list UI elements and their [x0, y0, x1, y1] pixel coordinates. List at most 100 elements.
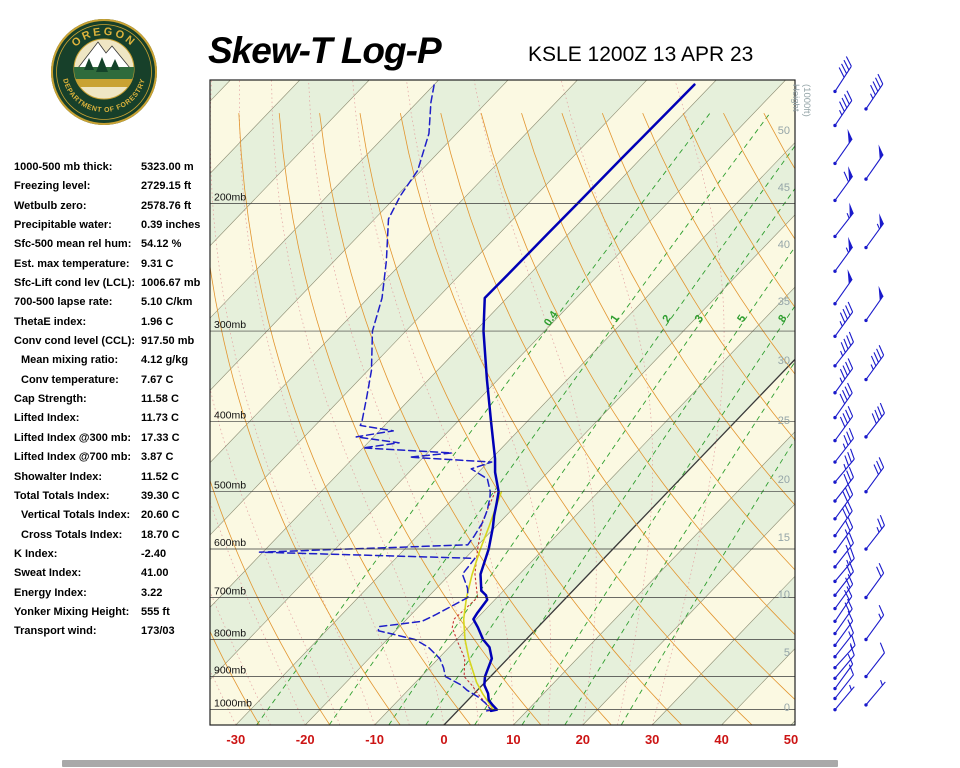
- index-value: 2578.76 ft: [141, 199, 192, 212]
- index-label: Conv temperature:: [21, 373, 119, 386]
- logo-scene: [74, 41, 134, 87]
- pressure-label: 500mb: [214, 480, 246, 492]
- plot-area: 0.4 1 2 3 5 8: [210, 80, 795, 725]
- odf-logo: OREGON DEPARTMENT OF FORESTRY: [51, 19, 157, 125]
- index-label: Sfc-Lift cond lev (LCL):: [14, 277, 135, 290]
- index-label: Sfc-500 mean rel hum:: [14, 238, 132, 251]
- temp-tick-label: 30: [645, 732, 659, 747]
- pressure-label: 800mb: [214, 627, 246, 639]
- height-tick-label: 15: [778, 532, 790, 544]
- wind-barb: [833, 484, 854, 521]
- index-label: Conv cond level (CCL):: [14, 335, 136, 348]
- wind-barb: [833, 610, 854, 648]
- index-label: Cap Strength:: [14, 393, 87, 406]
- index-value: 1006.67 mb: [141, 277, 201, 290]
- pressure-lines: 200mb 300mb 400mb 500mb 600mb 700mb 800mb 900mb…: [210, 192, 795, 711]
- pressure-label: 700mb: [214, 586, 246, 598]
- height-tick-label: 40: [778, 239, 790, 251]
- temp-tick-label: 20: [576, 732, 590, 747]
- wind-barb: [864, 514, 885, 551]
- parcel-trace: [462, 490, 503, 711]
- wind-barb: [833, 664, 854, 701]
- temp-tick-label: 0: [440, 732, 447, 747]
- wind-barb: [833, 466, 854, 503]
- height-axis-title-units: (1000ft): [801, 84, 812, 117]
- height-tick-label: 0: [784, 702, 790, 714]
- mixing-ratio-label: 2: [660, 313, 673, 325]
- index-value: 17.33 C: [141, 431, 180, 444]
- index-label: Energy Index:: [14, 586, 87, 599]
- wind-barb: [833, 684, 855, 712]
- height-tick-label: 20: [778, 474, 790, 486]
- horizontal-scrollbar[interactable]: [62, 760, 838, 767]
- wind-barb: [833, 586, 853, 623]
- wind-barb: [864, 679, 886, 707]
- index-value: 39.30 C: [141, 489, 180, 502]
- mixing-ratio-label: 3: [693, 313, 706, 325]
- index-value: 11.58 C: [141, 393, 179, 406]
- temperature-trace: [472, 83, 696, 713]
- index-label: Lifted Index:: [14, 412, 80, 425]
- logo-ring-outline: [51, 19, 157, 125]
- index-value: 11.52 C: [141, 470, 179, 483]
- mixing-ratio-label: 5: [735, 313, 748, 325]
- index-row: Vertical Totals Index: 20.60 C: [14, 509, 210, 528]
- station-time-label: KSLE 1200Z 13 APR 23: [528, 43, 754, 66]
- index-row: Energy Index: 3.22: [14, 587, 210, 606]
- wind-barb: [833, 406, 854, 443]
- index-row: Cap Strength: 11.58 C: [14, 393, 210, 412]
- index-label: K Index:: [14, 547, 58, 560]
- index-row: ThetaE index: 1.96 C: [14, 316, 210, 335]
- height-axis-title: Height: [790, 84, 801, 112]
- height-tick-label: 25: [778, 415, 790, 427]
- index-value: 54.12 %: [141, 238, 182, 251]
- index-label: Yonker Mixing Height:: [14, 605, 130, 618]
- index-value: 5.10 C/km: [141, 296, 193, 309]
- index-row: Yonker Mixing Height: 555 ft: [14, 606, 210, 625]
- index-label: Showalter Index:: [14, 470, 103, 483]
- index-value: 20.60 C: [141, 509, 180, 522]
- wind-barb: [864, 642, 885, 679]
- logo-banner: [74, 79, 134, 87]
- mixing-ratio-label: 1: [608, 313, 621, 325]
- index-row: Lifted Index @300 mb: 17.33 C: [14, 432, 210, 451]
- index-label: 1000-500 mb thick:: [14, 161, 113, 173]
- wind-barb: [833, 428, 854, 464]
- wind-barb: [864, 604, 885, 642]
- wind-barb: [833, 382, 853, 420]
- index-label: Vertical Totals Index:: [21, 509, 131, 522]
- wind-barb: [833, 517, 854, 554]
- index-value: 41.00: [141, 567, 169, 580]
- index-label: Wetbulb zero:: [14, 199, 87, 212]
- index-label: Total Totals Index:: [14, 489, 110, 502]
- index-value: 1.96 C: [141, 315, 174, 328]
- pressure-label: 300mb: [214, 319, 246, 331]
- wind-barb: [864, 285, 884, 323]
- dewpoint-trace: [258, 83, 493, 712]
- index-row: Showalter Index: 11.52 C: [14, 471, 210, 490]
- index-label: Cross Totals Index:: [21, 528, 123, 541]
- index-row: Lifted Index: 11.73 C: [14, 412, 210, 431]
- wind-barb: [833, 448, 855, 484]
- index-label: Lifted Index @300 mb:: [14, 431, 132, 444]
- temp-tick-label: -20: [296, 732, 315, 747]
- wind-barb: [833, 56, 852, 94]
- index-row: Precipitable water: 0.39 inches: [14, 219, 210, 238]
- index-value: 5323.00 m: [141, 161, 194, 173]
- index-row: K Index: -2.40: [14, 548, 210, 567]
- height-axis-labels: 0 5 10 15 20 25 30 35 40 45 50 Height (1000ft): [778, 84, 812, 714]
- wind-barbs-column-1: [833, 56, 856, 712]
- index-value: 18.70 C: [141, 528, 180, 541]
- wind-barb: [833, 547, 855, 584]
- index-label: Transport wind:: [14, 625, 97, 638]
- index-label: Lifted Index @700 mb:: [14, 451, 132, 464]
- index-row: 1000-500 mb thick: 5323.00 m: [14, 161, 210, 180]
- index-label: Est. max temperature:: [14, 257, 130, 270]
- index-row: Sweat Index: 41.00: [14, 567, 210, 586]
- wind-barb: [833, 128, 853, 166]
- index-label: Mean mixing ratio:: [21, 354, 119, 367]
- wind-barb: [864, 73, 884, 111]
- tree-icon: [96, 57, 108, 72]
- index-row: Est. max temperature: 9.31 C: [14, 258, 210, 277]
